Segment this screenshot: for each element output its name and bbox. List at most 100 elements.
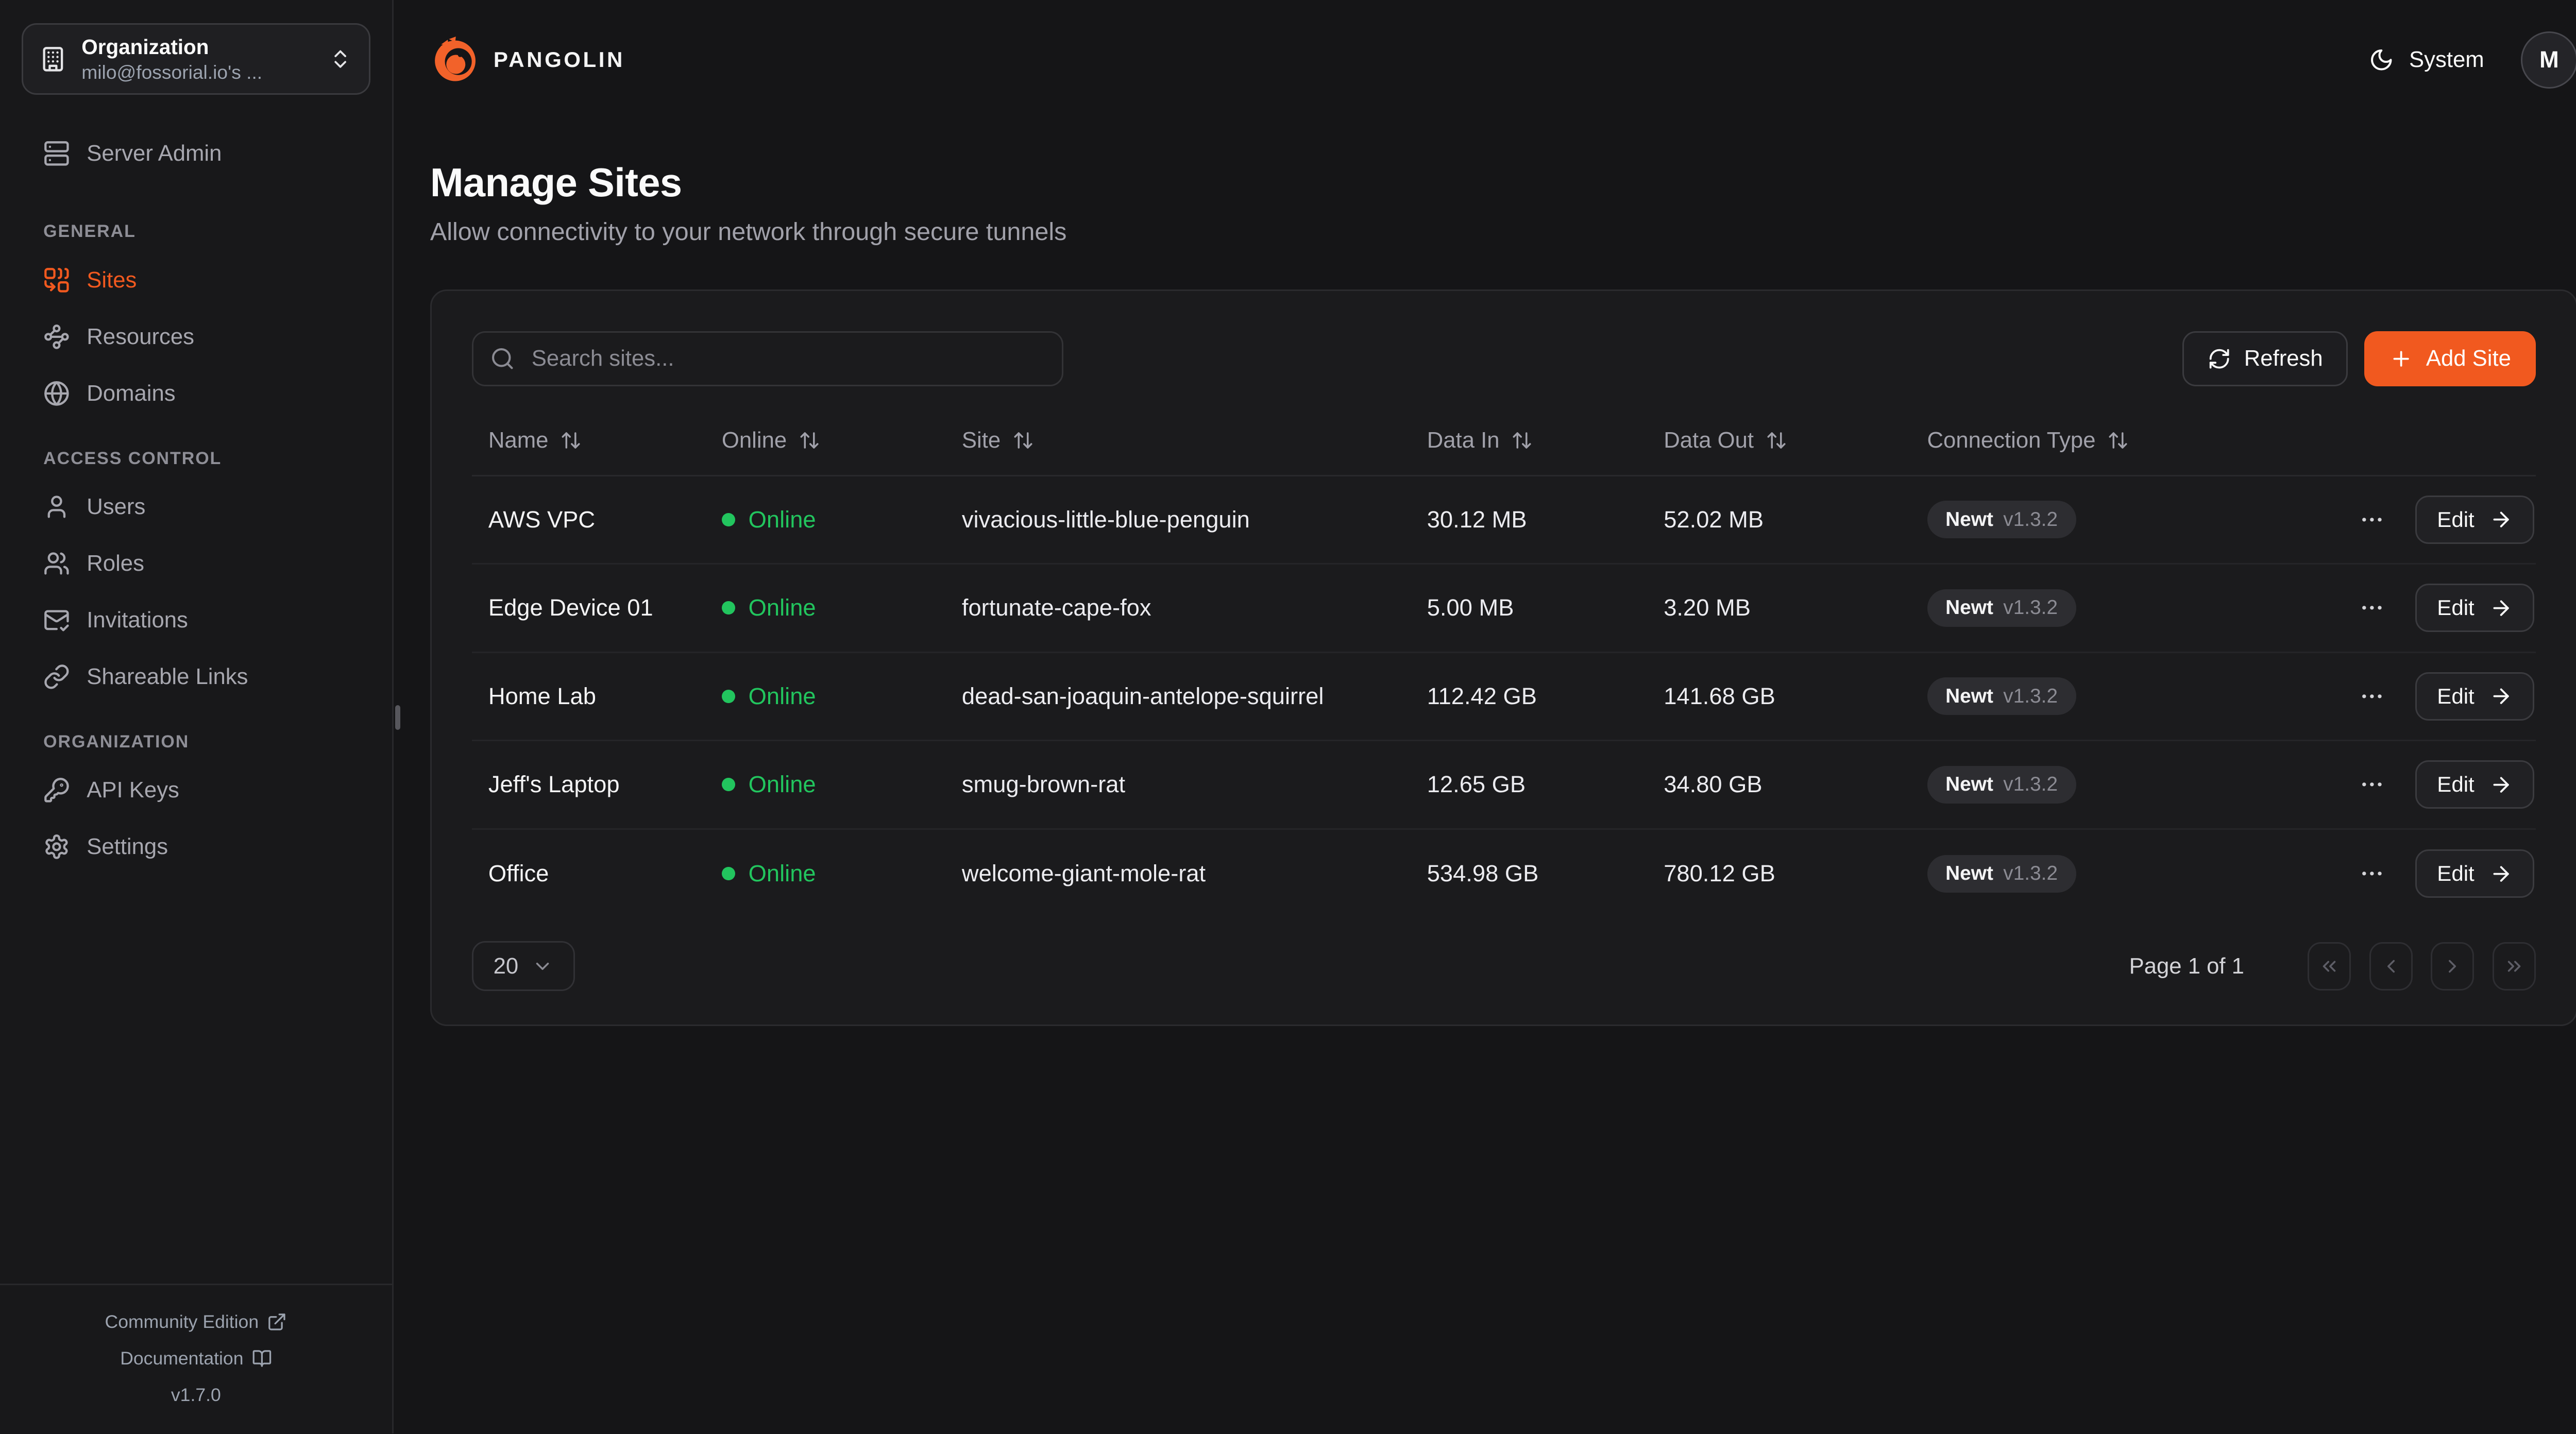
last-page-button[interactable] bbox=[2493, 942, 2536, 991]
column-header-name[interactable]: Name bbox=[472, 428, 705, 453]
theme-toggle-button[interactable]: System bbox=[2369, 47, 2484, 73]
table-row: Home Lab Online dead-san-joaquin-antelop… bbox=[471, 653, 2536, 742]
org-switcher[interactable]: Organization milo@fossorial.io's ... bbox=[22, 23, 370, 95]
row-menu-button[interactable] bbox=[2355, 768, 2389, 801]
sidebar-item-users[interactable]: Users bbox=[0, 485, 392, 528]
ellipsis-icon bbox=[2359, 683, 2385, 710]
moon-icon bbox=[2369, 47, 2394, 73]
sidebar-item-shareable-links[interactable]: Shareable Links bbox=[0, 655, 392, 698]
add-site-button[interactable]: Add Site bbox=[2364, 331, 2536, 386]
edit-button[interactable]: Edit bbox=[2415, 849, 2534, 898]
cell-data-out: 34.80 GB bbox=[1664, 771, 1762, 798]
connection-badge: Newt v1.3.2 bbox=[1927, 855, 2076, 893]
row-menu-button[interactable] bbox=[2355, 857, 2389, 891]
building-icon bbox=[40, 46, 66, 73]
ellipsis-icon bbox=[2359, 506, 2385, 533]
page-size-select[interactable]: 20 bbox=[471, 941, 575, 992]
version-label: v1.7.0 bbox=[171, 1384, 221, 1405]
cell-data-in: 30.12 MB bbox=[1427, 506, 1527, 533]
chevrons-left-icon bbox=[2318, 955, 2340, 977]
cell-data-out: 780.12 GB bbox=[1664, 860, 1775, 887]
sidebar-section-title: ORGANIZATION bbox=[43, 731, 190, 752]
ellipsis-icon bbox=[2359, 860, 2385, 887]
sidebar-item-server-admin[interactable]: Server Admin bbox=[0, 132, 392, 175]
search-box bbox=[471, 331, 1064, 386]
chevrons-right-icon bbox=[2503, 955, 2525, 977]
main-content: PANGOLIN System M Manage Sites Allow con… bbox=[394, 0, 2576, 1433]
column-header-online[interactable]: Online bbox=[705, 428, 945, 453]
table-row: Edge Device 01 Online fortunate-cape-fox… bbox=[471, 565, 2536, 653]
connection-badge: Newt v1.3.2 bbox=[1927, 765, 2076, 804]
edit-button[interactable]: Edit bbox=[2415, 760, 2534, 809]
sidebar-section-title: GENERAL bbox=[43, 221, 136, 242]
community-edition-link[interactable]: Community Edition bbox=[105, 1304, 287, 1340]
cell-data-in: 12.65 GB bbox=[1427, 771, 1526, 798]
edit-button[interactable]: Edit bbox=[2415, 495, 2534, 544]
cell-online: Online bbox=[705, 506, 945, 533]
cell-site: smug-brown-rat bbox=[961, 771, 1126, 798]
cell-connection-type: Newt v1.3.2 bbox=[1910, 677, 2311, 715]
ellipsis-icon bbox=[2359, 594, 2385, 621]
pagination-controls: Page 1 of 1 bbox=[2129, 942, 2536, 991]
sort-icon bbox=[799, 430, 820, 451]
org-switcher-label: Organization bbox=[81, 35, 209, 59]
documentation-link[interactable]: Documentation bbox=[120, 1340, 272, 1377]
row-menu-button[interactable] bbox=[2355, 591, 2389, 625]
first-page-button[interactable] bbox=[2307, 942, 2351, 991]
chevron-right-icon bbox=[2442, 955, 2463, 977]
search-input[interactable] bbox=[528, 344, 1045, 373]
sidebar-scrollbar-thumb[interactable] bbox=[395, 705, 400, 730]
cell-name: Edge Device 01 bbox=[488, 594, 653, 621]
cell-name: Home Lab bbox=[488, 682, 596, 709]
cell-data-out: 3.20 MB bbox=[1664, 594, 1751, 621]
row-menu-button[interactable] bbox=[2355, 679, 2389, 713]
edit-button[interactable]: Edit bbox=[2415, 584, 2534, 633]
brand-name: PANGOLIN bbox=[493, 47, 625, 72]
sidebar-item-domains[interactable]: Domains bbox=[0, 372, 392, 415]
cell-site: dead-san-joaquin-antelope-squirrel bbox=[961, 682, 1324, 709]
connection-badge: Newt v1.3.2 bbox=[1927, 677, 2076, 715]
column-header-data-in[interactable]: Data In bbox=[1410, 428, 1647, 453]
arrow-right-icon bbox=[2489, 596, 2513, 620]
next-page-button[interactable] bbox=[2431, 942, 2475, 991]
sort-icon bbox=[2107, 430, 2129, 451]
user-avatar-button[interactable]: M bbox=[2520, 31, 2576, 89]
page-subtitle: Allow connectivity to your network throu… bbox=[430, 218, 1067, 246]
column-header-data-out[interactable]: Data Out bbox=[1647, 428, 1910, 453]
edit-button[interactable]: Edit bbox=[2415, 672, 2534, 721]
sidebar: Organization milo@fossorial.io's ... Ser… bbox=[0, 0, 394, 1433]
cell-data-out: 141.68 GB bbox=[1664, 682, 1775, 709]
sidebar-section: ACCESS CONTROL Users Roles Invitations S… bbox=[0, 449, 392, 698]
sidebar-item-roles[interactable]: Roles bbox=[0, 542, 392, 585]
user-icon bbox=[43, 493, 70, 520]
column-header-site[interactable]: Site bbox=[945, 428, 1411, 453]
table-header-row: Name Online Site Data In Data Out Connec… bbox=[471, 406, 2536, 476]
row-menu-button[interactable] bbox=[2355, 503, 2389, 536]
sidebar-footer: Community Edition Documentation v1.7.0 bbox=[0, 1283, 392, 1433]
sidebar-item-invitations[interactable]: Invitations bbox=[0, 599, 392, 642]
book-open-icon bbox=[252, 1348, 272, 1369]
cell-data-in: 112.42 GB bbox=[1427, 682, 1537, 709]
cell-online: Online bbox=[705, 860, 945, 887]
table-row: AWS VPC Online vivacious-little-blue-pen… bbox=[471, 476, 2536, 565]
link-icon bbox=[43, 663, 70, 690]
cell-name: Jeff's Laptop bbox=[488, 771, 620, 798]
sidebar-item-sites[interactable]: Sites bbox=[0, 259, 392, 302]
cell-online: Online bbox=[705, 683, 945, 710]
sites-card: Refresh Add Site Name Online Site Data I… bbox=[430, 289, 2576, 1027]
refresh-button[interactable]: Refresh bbox=[2182, 331, 2348, 386]
sidebar-item-settings[interactable]: Settings bbox=[0, 825, 392, 868]
cell-site: vivacious-little-blue-penguin bbox=[961, 506, 1250, 533]
cell-online: Online bbox=[705, 594, 945, 621]
chevrons-up-down-icon bbox=[329, 47, 352, 71]
table-row: Jeff's Laptop Online smug-brown-rat 12.6… bbox=[471, 741, 2536, 830]
sidebar-item-resources[interactable]: Resources bbox=[0, 315, 392, 358]
arrow-right-icon bbox=[2489, 508, 2513, 531]
mail-check-icon bbox=[43, 607, 70, 634]
online-status-dot bbox=[721, 689, 735, 703]
prev-page-button[interactable] bbox=[2369, 942, 2413, 991]
column-header-connection-type[interactable]: Connection Type bbox=[1910, 428, 2311, 453]
sort-icon bbox=[1012, 430, 1034, 451]
sidebar-item-api-keys[interactable]: API Keys bbox=[0, 769, 392, 812]
key-icon bbox=[43, 777, 70, 804]
